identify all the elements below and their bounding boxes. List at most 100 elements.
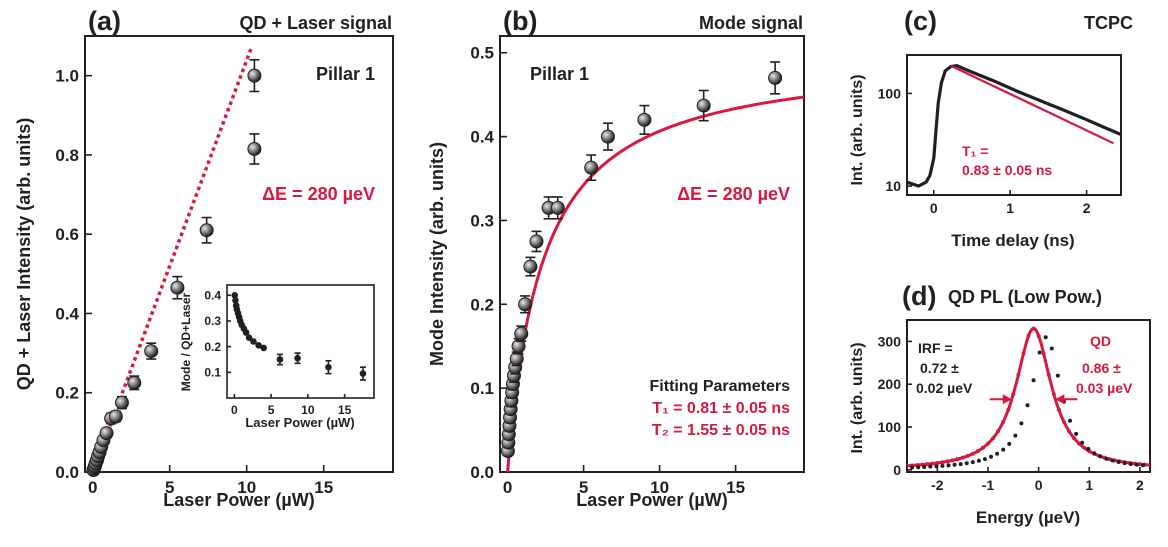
data-point: [584, 160, 599, 175]
x-tick-label: 0: [88, 478, 97, 497]
panel-c-annotation-t1: T₁ =: [962, 143, 988, 159]
irf-data-point: [1013, 433, 1018, 438]
panel-a-xlabel: Laser Power (µW): [163, 490, 314, 510]
y-tick-label: 0.6: [55, 225, 79, 244]
x-tick-label: 0: [1035, 477, 1043, 493]
pl-data-point: [1031, 326, 1036, 331]
inset-ticks: 0 5 10 15 0.1 0.2 0.3 0.4: [204, 288, 351, 417]
y-tick-label: 0.4: [204, 288, 221, 302]
data-point: [359, 370, 367, 377]
data-point: [550, 200, 565, 215]
y-tick-label: 100: [878, 85, 902, 101]
data-point: [99, 426, 114, 441]
panel-a-marks: [86, 47, 262, 478]
data-point: [144, 344, 159, 359]
data-point: [529, 234, 544, 249]
pl-data-point: [955, 457, 960, 462]
irf-data-point: [1055, 373, 1060, 378]
panel-b-annotation-delta-e: ΔE = 280 µeV: [677, 184, 790, 204]
data-point: [247, 141, 262, 156]
irf-data-point: [1007, 441, 1012, 446]
irf-data-point: [1049, 346, 1054, 351]
panel-c-label: (c): [904, 6, 937, 36]
panel-a-ticks: 0 5 10 15 0.0 0.2 0.4 0.6 0.8 1.0: [55, 67, 333, 497]
pl-data-point: [1137, 462, 1142, 467]
irf-data-point: [1019, 421, 1024, 426]
panel-c-ylabel: Int. (arb. units): [849, 74, 866, 185]
y-tick-label: 200: [878, 376, 902, 392]
panel-b-fit-label: Fitting Parameters: [650, 378, 791, 395]
pl-data-point: [950, 458, 955, 463]
irf-data-point: [922, 464, 927, 469]
pl-data-point: [965, 453, 970, 458]
x-tick-label: 10: [237, 478, 256, 497]
y-tick-label: 300: [878, 333, 902, 349]
irf-data-point: [910, 465, 915, 470]
data-point: [114, 395, 129, 410]
x-tick-label: 15: [314, 478, 333, 497]
y-tick-label: 100: [878, 419, 902, 435]
pl-data-point: [1001, 419, 1006, 424]
y-tick-label: 0.2: [470, 295, 494, 314]
data-point: [170, 280, 185, 295]
panel-c-ticks: 0 1 2 10 100: [878, 85, 1091, 216]
panel-a: (a) QD + Laser signal 0 5 10 15 0.0 0.2 0.4 0.6…: [14, 6, 394, 510]
irf-data-point: [982, 457, 987, 462]
panel-c-xlabel: Time delay (ns): [951, 231, 1074, 250]
irf-data-point: [1122, 461, 1127, 466]
x-tick-label: 2: [1136, 477, 1144, 493]
panel-d-annotation-irf-unit: 0.02 µeV: [916, 380, 973, 396]
data-point: [768, 70, 783, 85]
x-tick-label: 0: [503, 478, 512, 497]
pl-data-point: [980, 445, 985, 450]
irf-data-point: [1086, 446, 1091, 451]
y-tick-label: 0.2: [55, 384, 79, 403]
x-tick-label: 1: [1006, 200, 1014, 216]
data-point: [199, 223, 214, 238]
pl-data-point: [960, 455, 965, 460]
irf-data-point: [1092, 451, 1097, 456]
inset-ylabel: Mode / QD+Laser: [179, 292, 193, 391]
irf-data-point: [916, 465, 921, 470]
data-point: [325, 363, 332, 371]
pl-data-point: [1041, 351, 1046, 356]
panel-a-title: QD + Laser signal: [239, 13, 392, 33]
data-point: [696, 98, 711, 113]
data-point: [637, 112, 652, 127]
pl-data-point: [1011, 392, 1016, 397]
pl-data-point: [1036, 333, 1041, 338]
panel-d-annotation-qd: QD: [1090, 333, 1111, 349]
y-tick-label: 0.0: [470, 463, 494, 482]
data-point: [260, 344, 268, 352]
panel-d-ticks: -2 -1 0 1 2 0 100 200 300: [878, 333, 1144, 493]
y-tick-label: 0.1: [204, 366, 221, 380]
pl-data-point: [1046, 372, 1051, 377]
panel-d-xlabel: Energy (µeV): [976, 508, 1080, 527]
irf-data-point: [1031, 378, 1036, 383]
inset-marks: [231, 291, 367, 381]
irf-data-point: [1134, 462, 1139, 467]
x-tick-label: 5: [579, 478, 588, 497]
panel-a-annotation-delta-e: ΔE = 280 µeV: [262, 184, 375, 204]
panel-b-fit-param-t1: T₁ = 0.81 ± 0.05 ns: [652, 400, 790, 417]
y-tick-label: 10: [885, 178, 901, 194]
panel-b-xlabel: Laser Power (µW): [576, 490, 727, 510]
y-tick-label: 0.1: [470, 379, 494, 398]
panel-c-annotation-t1-value: 0.83 ± 0.05 ns: [962, 162, 1052, 178]
data-point: [250, 338, 257, 345]
fit-line: [91, 47, 253, 473]
y-tick-label: 0: [893, 462, 901, 478]
irf-data-point: [1025, 403, 1030, 408]
irf-data-point: [976, 458, 981, 463]
panel-b-title: Mode signal: [699, 13, 803, 33]
x-tick-label: 0: [930, 200, 938, 216]
y-tick-label: 0.5: [470, 44, 494, 63]
data-point: [294, 354, 301, 362]
irf-data-point: [934, 464, 939, 469]
inset-frame: [226, 284, 375, 399]
irf-data-point: [1037, 350, 1042, 355]
panel-d-annotation-qd-unit: 0.03 µeV: [1076, 380, 1133, 396]
fwhm-arrowhead-right: [1055, 394, 1065, 405]
irf-data-point: [970, 460, 975, 465]
